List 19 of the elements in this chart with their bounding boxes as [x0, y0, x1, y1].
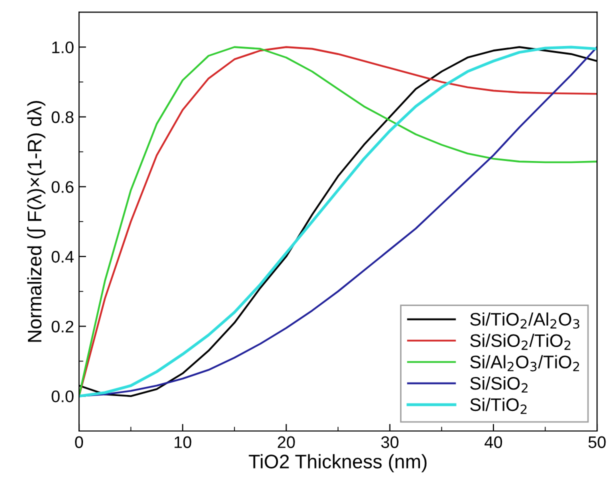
x-tick-label: 40 — [484, 436, 502, 448]
y-tick-label: 0.6 — [52, 181, 74, 193]
legend-label: Si/TiO$_{2}$/Al$_{2}$O$_{3}$ — [470, 312, 580, 329]
legend-label: Si/SiO$_{2}$ — [470, 376, 528, 393]
legend-label: Si/Al$_{2}$O$_{3}$/TiO$_{2}$ — [470, 355, 580, 372]
y-tick-label: 0.0 — [52, 390, 74, 402]
y-tick-label: 1.0 — [52, 41, 74, 54]
y-tick-label: 0.2 — [52, 320, 74, 332]
x-tick-label: 10 — [174, 436, 192, 448]
x-axis-title: TiO2 Thickness (nm) — [248, 454, 427, 472]
y-tick-label: 0.8 — [52, 111, 74, 124]
x-tick-label: 20 — [278, 436, 295, 448]
x-tick-label: 50 — [588, 436, 606, 448]
legend-label: Si/TiO$_{2}$ — [470, 398, 527, 414]
y-axis-title: Normalized (∫ F(λ)×(1-R) dλ) — [27, 101, 46, 342]
x-tick-label: 30 — [381, 436, 398, 448]
legend-label: Si/SiO$_{2}$/TiO$_{2}$ — [470, 334, 570, 350]
y-tick-label: 0.4 — [52, 250, 74, 263]
x-tick-label: 0 — [75, 436, 84, 448]
